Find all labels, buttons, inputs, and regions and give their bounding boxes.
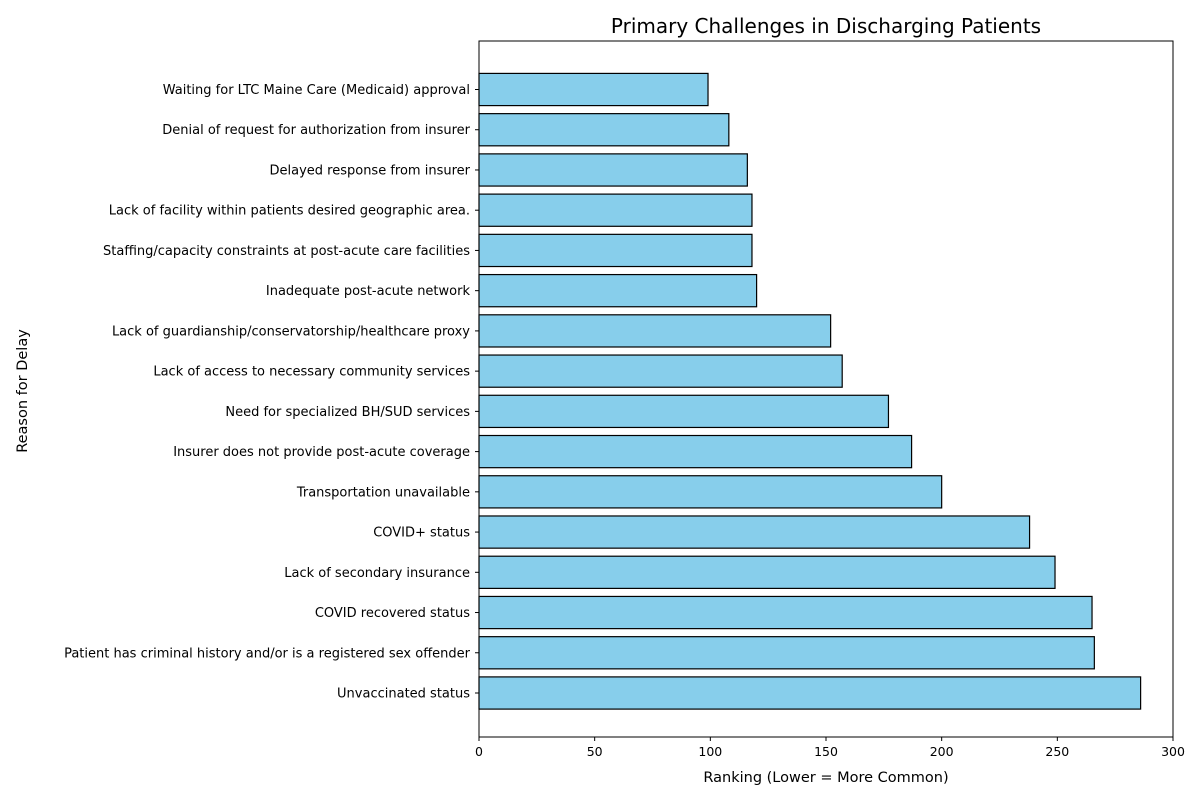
plot-frame (478, 40, 1174, 738)
bar (478, 233, 753, 268)
x-tick-label: 200 (930, 744, 954, 759)
category-label: Delayed response from insurer (270, 163, 471, 178)
bar (478, 354, 843, 388)
bar (478, 72, 709, 107)
y-axis-label: Reason for Delay (15, 329, 31, 453)
category-label: Lack of secondary insurance (284, 566, 470, 581)
category-label: Unvaccinated status (337, 687, 470, 702)
bars-group (478, 72, 1142, 710)
bar (478, 555, 1056, 589)
category-labels-group: Waiting for LTC Maine Care (Medicaid) ap… (64, 83, 479, 702)
category-label: Lack of access to necessary community se… (153, 365, 470, 380)
x-tick-label: 0 (475, 744, 483, 759)
bar (478, 434, 913, 469)
x-tick-label: 100 (698, 744, 722, 759)
category-label: Inadequate post-acute network (266, 284, 471, 299)
x-ticks-group: 0 50 100 150 200 250 300 (475, 737, 1185, 759)
bar (478, 394, 890, 429)
x-tick-label: 150 (814, 744, 838, 759)
bar (478, 273, 758, 308)
chart-title: Primary Challenges in Discharging Patien… (611, 14, 1041, 38)
bar (478, 595, 1093, 630)
bar (478, 475, 943, 509)
x-tick-label: 300 (1161, 744, 1185, 759)
category-label: Lack of facility within patients desired… (109, 204, 470, 219)
category-label: Need for specialized BH/SUD services (225, 405, 470, 420)
category-label: Transportation unavailable (296, 485, 470, 500)
bar (478, 113, 730, 147)
category-label: Patient has criminal history and/or is a… (64, 646, 471, 661)
category-label: COVID recovered status (315, 606, 470, 621)
x-tick-label: 250 (1045, 744, 1069, 759)
bar (478, 193, 753, 227)
x-axis-label: Ranking (Lower = More Common) (703, 770, 948, 786)
category-label: Denial of request for authorization from… (162, 123, 470, 138)
bar (478, 314, 832, 348)
bar (478, 515, 1031, 549)
category-label: COVID+ status (373, 526, 470, 541)
category-label: Waiting for LTC Maine Care (Medicaid) ap… (163, 83, 470, 98)
bar (478, 636, 1095, 670)
category-label: Staffing/capacity constraints at post-ac… (103, 244, 470, 259)
bar (478, 153, 748, 187)
category-label: Insurer does not provide post-acute cove… (173, 445, 470, 460)
x-tick-label: 50 (587, 744, 603, 759)
bar (478, 676, 1142, 710)
category-label: Lack of guardianship/conservatorship/hea… (112, 324, 470, 339)
